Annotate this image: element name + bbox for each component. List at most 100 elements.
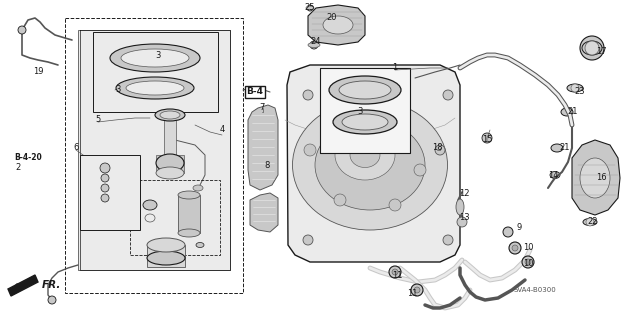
Circle shape xyxy=(522,256,534,268)
Text: B-4: B-4 xyxy=(246,87,264,97)
Ellipse shape xyxy=(342,114,388,130)
Circle shape xyxy=(585,41,599,55)
Circle shape xyxy=(443,235,453,245)
Circle shape xyxy=(334,194,346,206)
Text: 10: 10 xyxy=(523,258,533,268)
Text: 5: 5 xyxy=(95,115,100,124)
Circle shape xyxy=(48,296,56,304)
Bar xyxy=(80,155,140,230)
Bar xyxy=(164,118,176,163)
Circle shape xyxy=(304,144,316,156)
Ellipse shape xyxy=(178,229,200,237)
Circle shape xyxy=(307,5,313,11)
Text: 7: 7 xyxy=(259,103,265,113)
Circle shape xyxy=(18,26,26,34)
Ellipse shape xyxy=(156,167,184,179)
Text: SVA4-B0300: SVA4-B0300 xyxy=(514,287,556,293)
Text: 12: 12 xyxy=(459,189,469,198)
Text: 1: 1 xyxy=(392,63,397,72)
Circle shape xyxy=(586,218,594,226)
Circle shape xyxy=(100,163,110,173)
Bar xyxy=(320,68,410,153)
Bar xyxy=(65,18,243,293)
Circle shape xyxy=(482,133,492,143)
Polygon shape xyxy=(572,140,620,215)
Text: 22: 22 xyxy=(588,218,598,226)
Text: 8: 8 xyxy=(264,160,269,169)
Text: B-4-20: B-4-20 xyxy=(14,153,42,162)
Text: 4: 4 xyxy=(220,125,225,135)
Ellipse shape xyxy=(121,49,189,67)
Ellipse shape xyxy=(160,111,180,119)
Ellipse shape xyxy=(126,81,184,95)
Text: 24: 24 xyxy=(311,38,321,47)
Circle shape xyxy=(457,217,467,227)
Circle shape xyxy=(414,287,420,293)
Ellipse shape xyxy=(583,219,597,226)
Bar xyxy=(147,245,185,267)
Bar xyxy=(320,68,410,153)
Circle shape xyxy=(392,269,398,275)
Circle shape xyxy=(509,242,521,254)
Ellipse shape xyxy=(116,77,194,99)
Ellipse shape xyxy=(155,109,185,121)
Text: 19: 19 xyxy=(33,68,44,77)
Circle shape xyxy=(303,90,313,100)
Bar xyxy=(130,180,220,255)
Ellipse shape xyxy=(329,76,401,104)
Text: 11: 11 xyxy=(407,288,417,298)
Text: 11: 11 xyxy=(392,271,403,280)
Polygon shape xyxy=(78,30,230,270)
Text: 13: 13 xyxy=(459,213,469,222)
Bar xyxy=(178,195,200,233)
Ellipse shape xyxy=(156,154,184,172)
Text: 16: 16 xyxy=(596,174,606,182)
Ellipse shape xyxy=(178,191,200,199)
Circle shape xyxy=(414,164,426,176)
Ellipse shape xyxy=(339,81,391,99)
Polygon shape xyxy=(287,65,460,262)
Text: 17: 17 xyxy=(596,48,606,56)
Ellipse shape xyxy=(145,214,155,222)
Circle shape xyxy=(525,259,531,265)
Circle shape xyxy=(435,145,445,155)
Ellipse shape xyxy=(148,242,156,248)
Text: 15: 15 xyxy=(482,136,492,145)
Ellipse shape xyxy=(582,41,602,55)
Circle shape xyxy=(101,194,109,202)
Text: FR.: FR. xyxy=(42,280,61,290)
Ellipse shape xyxy=(110,44,200,72)
Circle shape xyxy=(310,41,318,49)
Ellipse shape xyxy=(306,6,314,10)
Ellipse shape xyxy=(567,84,583,92)
Bar xyxy=(93,32,218,112)
Circle shape xyxy=(389,199,401,211)
Text: 6: 6 xyxy=(74,144,79,152)
Ellipse shape xyxy=(196,242,204,248)
Circle shape xyxy=(411,284,423,296)
Ellipse shape xyxy=(580,158,610,198)
Ellipse shape xyxy=(292,100,447,230)
Text: 21: 21 xyxy=(560,144,570,152)
Circle shape xyxy=(389,266,401,278)
Ellipse shape xyxy=(308,42,320,48)
Circle shape xyxy=(101,184,109,192)
Text: 9: 9 xyxy=(516,224,522,233)
Ellipse shape xyxy=(143,200,157,210)
Ellipse shape xyxy=(193,185,203,191)
Ellipse shape xyxy=(561,108,573,116)
Ellipse shape xyxy=(147,251,185,265)
Text: 3: 3 xyxy=(156,50,161,60)
Circle shape xyxy=(503,227,513,237)
Circle shape xyxy=(101,174,109,182)
Text: 14: 14 xyxy=(548,172,558,181)
Circle shape xyxy=(512,245,518,251)
Polygon shape xyxy=(8,275,38,296)
Ellipse shape xyxy=(550,172,560,179)
Polygon shape xyxy=(248,105,278,190)
Text: 3: 3 xyxy=(357,108,363,116)
Ellipse shape xyxy=(350,143,380,167)
Ellipse shape xyxy=(315,120,425,210)
Polygon shape xyxy=(250,193,278,232)
Ellipse shape xyxy=(147,238,185,252)
